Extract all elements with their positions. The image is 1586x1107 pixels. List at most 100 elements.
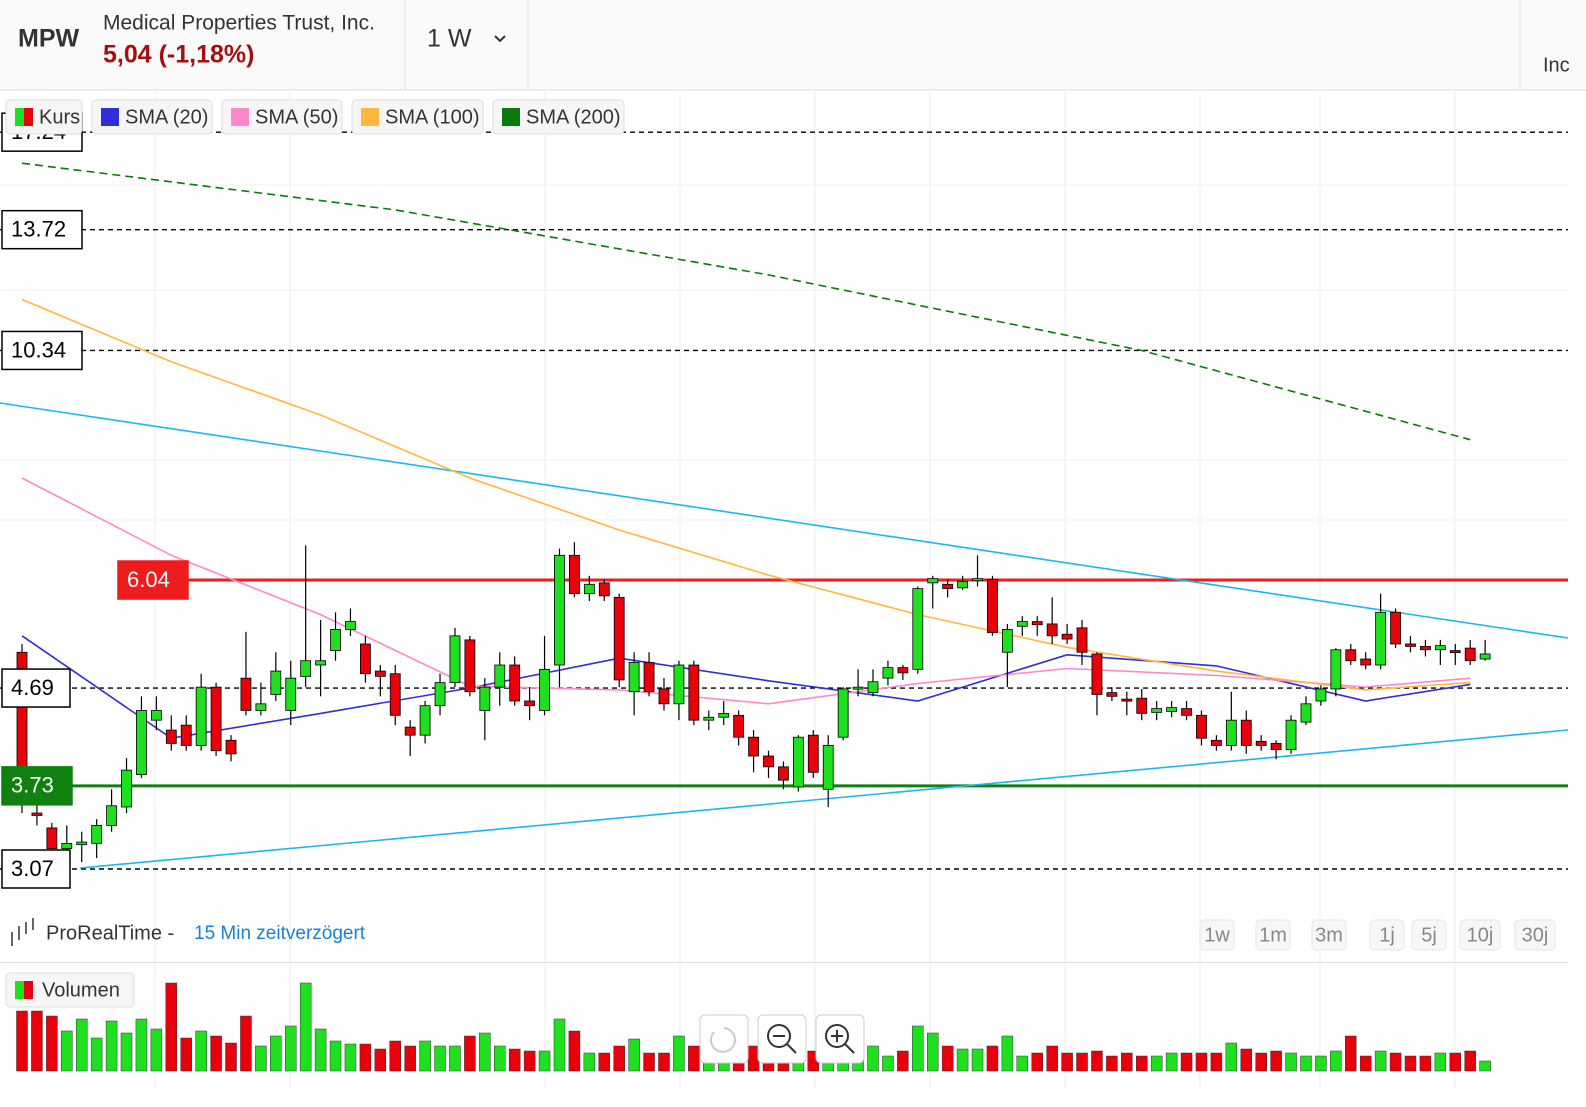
range-button-box <box>1411 919 1447 951</box>
legend-item[interactable]: SMA (20) <box>91 99 213 135</box>
candle-body <box>106 805 117 826</box>
range-button[interactable]: 1j <box>1369 919 1405 951</box>
legend-box <box>91 99 213 135</box>
delay-link[interactable]: 15 Min zeitverzögert <box>194 923 366 944</box>
zoom-out-button[interactable] <box>757 1014 807 1064</box>
legend-swatch <box>15 108 24 126</box>
range-button[interactable]: 30j <box>1514 919 1556 951</box>
candle-body <box>524 700 536 707</box>
symbol: MPW <box>18 25 80 53</box>
candle-body <box>255 703 267 711</box>
volume-bar <box>419 1040 431 1072</box>
candle-body <box>150 710 162 721</box>
legend-item[interactable]: SMA (100) <box>351 99 484 135</box>
volume-bar <box>1404 1055 1417 1072</box>
candle-body <box>1151 708 1163 713</box>
candle-body <box>987 578 998 634</box>
candle-body <box>613 596 625 681</box>
candle-body <box>1405 643 1416 647</box>
trendlines <box>0 402 1569 869</box>
candle-body <box>778 766 789 781</box>
candle-body <box>763 755 774 768</box>
volume-bar <box>1001 1035 1014 1072</box>
range-button-label: 5j <box>1421 924 1437 946</box>
volume-bar <box>1061 1052 1073 1072</box>
volume-bar <box>270 1035 282 1072</box>
candle-body <box>1046 623 1058 637</box>
candle-body <box>1315 688 1327 702</box>
legend-box <box>221 99 343 135</box>
candle-body <box>1166 707 1178 712</box>
volume-bar <box>1419 1055 1432 1072</box>
volume-bar <box>389 1040 401 1072</box>
candle-body <box>1255 740 1267 746</box>
range-button[interactable]: 10j <box>1459 919 1501 951</box>
range-button-box <box>1514 919 1556 951</box>
volume-bar <box>135 1018 148 1072</box>
range-button[interactable]: 1m <box>1255 919 1291 951</box>
volume-bar <box>912 1025 924 1072</box>
candle-body <box>1390 611 1401 645</box>
volume-bar <box>1091 1050 1103 1072</box>
legend-swatch <box>15 981 24 999</box>
price-change: 5,04 (-1,18%) <box>103 41 254 69</box>
volume-bar <box>747 1045 760 1072</box>
range-buttons: 1w 1m 3m 1j 5j 10j 30j <box>1199 919 1556 951</box>
candle-body <box>389 673 401 716</box>
candle-body <box>1285 719 1297 751</box>
volume-bar <box>882 1055 894 1072</box>
candle-body <box>195 686 207 746</box>
undo-button[interactable] <box>699 1014 749 1064</box>
volume-bar <box>1240 1048 1253 1072</box>
volume-bar <box>359 1043 372 1072</box>
interval-dropdown[interactable]: 1 W <box>427 25 506 53</box>
candle-body <box>837 688 849 738</box>
candle-body <box>554 554 565 666</box>
volume-bar <box>956 1048 969 1072</box>
range-button-label: 1m <box>1259 924 1287 946</box>
range-button-box <box>1459 919 1501 951</box>
candle-body <box>509 664 521 702</box>
legend-label: SMA (50) <box>255 106 338 128</box>
candle-body <box>121 769 132 808</box>
undo-icon <box>709 1027 736 1053</box>
volume-bar <box>688 1045 700 1072</box>
legend-item[interactable]: Kurs <box>5 99 83 135</box>
level-label-box <box>1 849 71 889</box>
candle-body <box>569 554 580 595</box>
zoom-in-button[interactable] <box>815 1014 865 1064</box>
candle-body <box>359 643 371 675</box>
legend-swatch <box>502 108 520 126</box>
volume-bar <box>1255 1052 1267 1072</box>
legend-item[interactable]: SMA (50) <box>221 99 343 135</box>
range-button-box <box>1255 919 1291 951</box>
volume-bar <box>344 1043 357 1072</box>
sma-line <box>21 298 1471 691</box>
range-button[interactable]: 5j <box>1411 919 1447 951</box>
candle-body <box>942 583 954 589</box>
legend-item[interactable]: SMA (200) <box>492 99 625 135</box>
legend-swatch <box>361 108 379 126</box>
volume-bar <box>867 1045 879 1072</box>
volume-bar <box>1165 1052 1178 1072</box>
candle-body <box>494 664 506 688</box>
range-button[interactable]: 3m <box>1311 919 1347 951</box>
volume-legend[interactable]: Volumen <box>5 972 135 1008</box>
candle-body <box>852 686 864 690</box>
candle-body <box>1270 742 1282 751</box>
volume-bar <box>150 1028 163 1072</box>
candle-body <box>867 681 879 694</box>
candle-body <box>1345 649 1357 662</box>
candle-body <box>1196 714 1207 739</box>
volume-bar <box>75 1018 88 1072</box>
candle-body <box>345 621 356 630</box>
candle-body <box>628 662 640 693</box>
range-button[interactable]: 1w <box>1199 919 1235 951</box>
volume-bar <box>1434 1052 1447 1072</box>
volume-bar <box>314 1028 327 1072</box>
sma-line <box>21 477 1471 705</box>
candle-body <box>1300 703 1312 723</box>
level-label: 4.69 <box>11 675 54 700</box>
level-label: 3.07 <box>11 856 54 881</box>
range-button-label: 1w <box>1204 924 1230 946</box>
